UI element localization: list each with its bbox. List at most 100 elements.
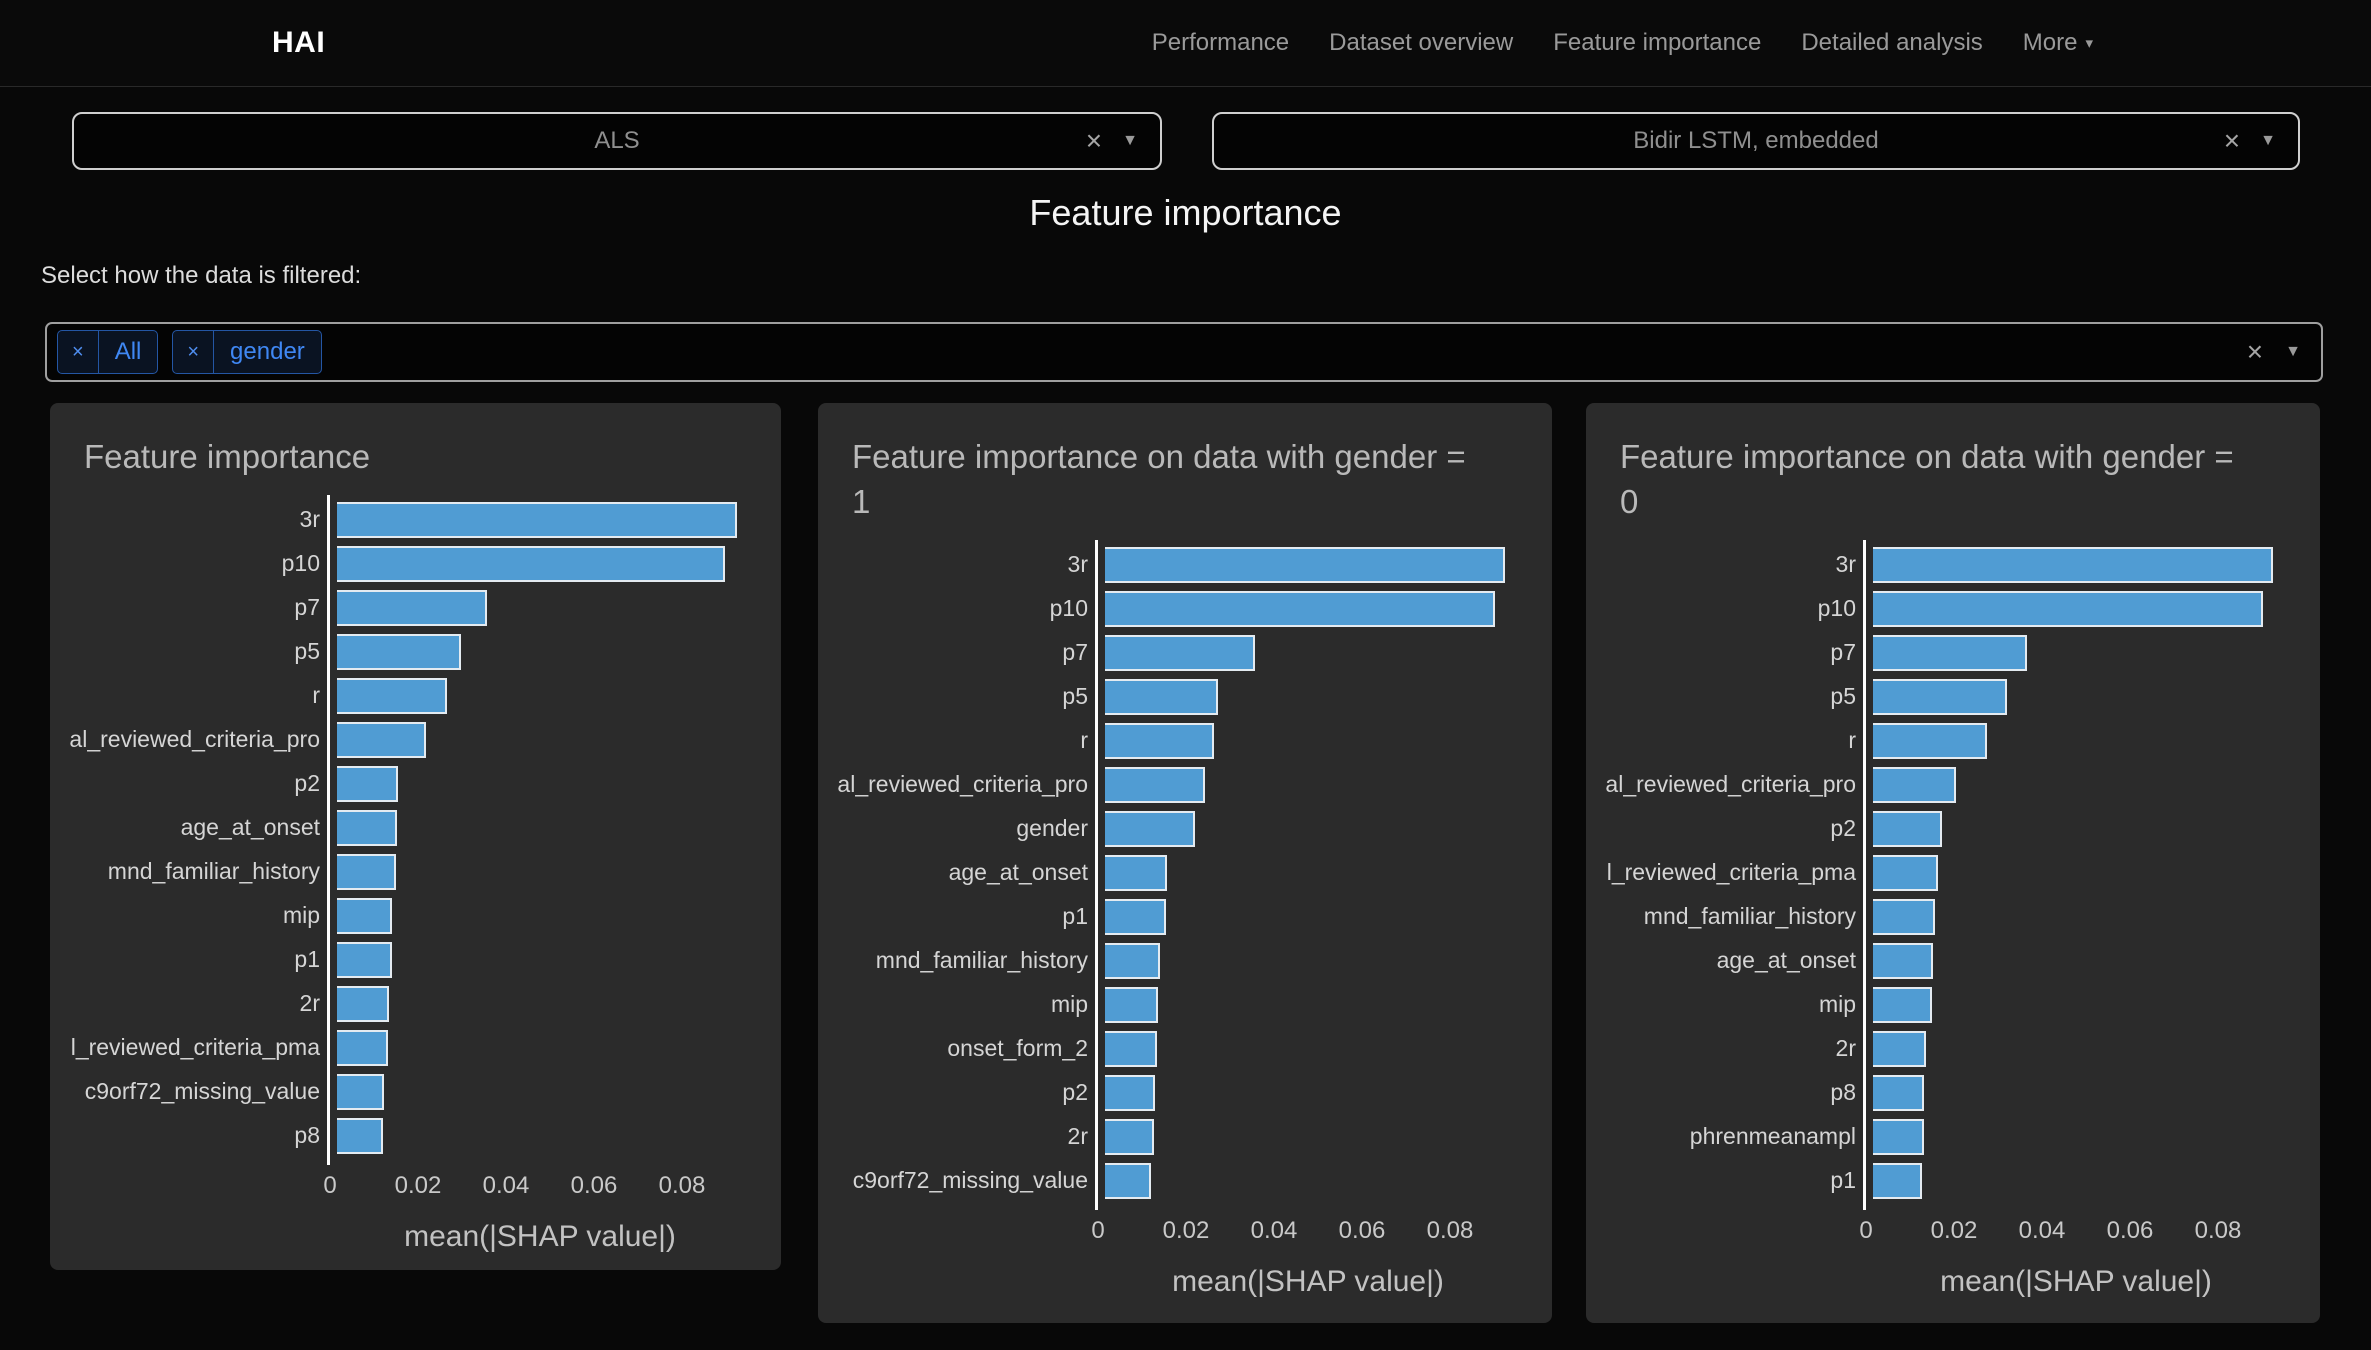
- bar: [1873, 986, 1932, 1023]
- x-tick-label: 0.08: [2194, 1216, 2242, 1244]
- bar: [1105, 678, 1218, 715]
- y-tick-label: ‭mip: [282, 902, 320, 929]
- bar-track: [1873, 546, 2320, 583]
- nav-dropdown-more[interactable]: More ▾: [2023, 29, 2093, 57]
- bar-rows: ‭3r ‭p10 ‭p7 ‭p5 ‭r ‭al_reviewed_criteria_pro…: [50, 498, 781, 1158]
- x-tick-label: 0.02: [394, 1171, 442, 1199]
- nav-link-detailed-analysis[interactable]: Detailed analysis: [1801, 29, 1983, 56]
- bar-row: ‭p1: [50, 938, 781, 982]
- bar-track: [1873, 898, 2320, 935]
- bar-row: ‭p2: [1586, 807, 2320, 851]
- x-axis: 0 0.02 0.04 0.06 0.08: [323, 1171, 750, 1210]
- y-tick-label: ‭p2: [1062, 1079, 1088, 1106]
- x-tick-label: 0.04: [2018, 1216, 2066, 1244]
- bar-track: [1873, 722, 2320, 759]
- bar: [1873, 854, 1938, 891]
- x-tick-label: 0.02: [1930, 1216, 1978, 1244]
- bar: [337, 941, 392, 978]
- bar: [1105, 854, 1167, 891]
- bar: [1873, 942, 1933, 979]
- bar-rows: ‭3r ‭p10 ‭p7 ‭p5 ‭r ‭al_reviewed_criteria_pro…: [1586, 543, 2320, 1203]
- y-tick-label: ‭p2: [1830, 815, 1856, 842]
- bar-row: ‭l_reviewed_criteria_pma: [50, 1026, 781, 1070]
- bar: [337, 1117, 383, 1154]
- y-tick-label: ‭p7: [294, 594, 320, 621]
- y-tick-label: ‭p1: [1062, 903, 1088, 930]
- model-select[interactable]: Bidir LSTM, embedded × ▼: [1212, 112, 2300, 170]
- clear-icon[interactable]: ×: [2246, 336, 2264, 367]
- filter-tag-label: All: [114, 338, 142, 365]
- y-tick-label: ‭l_reviewed_criteria_pma: [70, 1034, 320, 1061]
- bar-row: ‭r: [50, 674, 781, 718]
- bar: [337, 1029, 388, 1066]
- y-tick-label: ‭age_at_onset: [948, 859, 1088, 886]
- y-tick-label: ‭c9orf72_missing_value: [852, 1167, 1088, 1194]
- y-tick-label: ‭p5: [294, 638, 320, 665]
- chart-title: Feature importance: [84, 438, 371, 475]
- plot-area: ‭3r ‭p10 ‭p7 ‭p5 ‭r ‭al_reviewed_criteria_pro…: [818, 539, 1552, 1210]
- chevron-down-icon: ▾: [2085, 35, 2093, 52]
- bar-row: ‭p7: [50, 586, 781, 630]
- clear-icon[interactable]: ×: [1085, 125, 1103, 156]
- bar-track: [1873, 1030, 2320, 1067]
- y-tick-label: ‭r: [312, 682, 320, 709]
- x-axis-label: mean(|SHAP value|): [404, 1219, 676, 1253]
- chevron-down-icon[interactable]: ▼: [2285, 343, 2301, 360]
- bar-row: ‭p5: [50, 630, 781, 674]
- y-tick-label: ‭mnd_familiar_history: [875, 947, 1088, 974]
- bar: [337, 501, 737, 538]
- chart-title: Feature importance on data with gender =…: [1620, 438, 2234, 520]
- dataset-select[interactable]: ALS × ▼: [72, 112, 1162, 170]
- x-axis: 0 0.02 0.04 0.06 0.08: [1091, 1216, 1518, 1255]
- bar-track: [337, 985, 781, 1022]
- chevron-down-icon[interactable]: ▼: [2260, 132, 2276, 149]
- bar: [1105, 1074, 1155, 1111]
- bar-track: [1105, 942, 1552, 979]
- y-tick-label: ‭p1: [294, 946, 320, 973]
- y-tick-label: ‭p8: [294, 1122, 320, 1149]
- y-tick-label: ‭al_reviewed_criteria_pro: [1605, 771, 1856, 798]
- bar: [1873, 766, 1956, 803]
- bar: [1873, 1074, 1924, 1111]
- bar-track: [1873, 766, 2320, 803]
- bar: [1873, 898, 1935, 935]
- y-tick-label: ‭age_at_onset: [1716, 947, 1856, 974]
- bar-track: [337, 677, 781, 714]
- y-tick-label: ‭r: [1848, 727, 1856, 754]
- x-tick-label: 0.08: [1426, 1216, 1474, 1244]
- remove-tag-icon[interactable]: ×: [173, 331, 215, 373]
- bar-row: ‭p10: [50, 542, 781, 586]
- bar-track: [337, 589, 781, 626]
- navbar-brand[interactable]: HAI: [272, 26, 326, 59]
- bar: [337, 633, 461, 670]
- y-tick-label: ‭3r: [299, 506, 320, 533]
- x-tick-label: 0: [323, 1171, 337, 1199]
- bar: [337, 721, 426, 758]
- chevron-down-icon[interactable]: ▼: [1122, 132, 1138, 149]
- bar-row: ‭l_reviewed_criteria_pma: [1586, 851, 2320, 895]
- bar-row: ‭p1: [1586, 1159, 2320, 1203]
- y-axis-spine: [1863, 539, 1866, 1210]
- bar-row: ‭3r: [50, 498, 781, 542]
- y-tick-label: ‭p10: [1049, 595, 1088, 622]
- bar: [1105, 810, 1195, 847]
- bar-track: [337, 941, 781, 978]
- bar-row: ‭p5: [1586, 675, 2320, 719]
- bar-row: ‭p7: [818, 631, 1552, 675]
- bar-track: [1873, 942, 2320, 979]
- bar-row: ‭mnd_familiar_history: [50, 850, 781, 894]
- y-tick-label: ‭mip: [1050, 991, 1088, 1018]
- chart-card-gender-0: Feature importance on data with gender =…: [1586, 403, 2320, 1323]
- nav-link-dataset-overview[interactable]: Dataset overview: [1329, 29, 1514, 56]
- nav-link-performance[interactable]: Performance: [1151, 29, 1290, 56]
- filter-multiselect[interactable]: × All × gender × ▼: [45, 322, 2323, 382]
- bar-row: ‭al_reviewed_criteria_pro: [50, 718, 781, 762]
- bar: [337, 545, 725, 582]
- bar: [1105, 634, 1255, 671]
- remove-tag-icon[interactable]: ×: [58, 331, 99, 373]
- y-axis-spine: [1095, 539, 1098, 1210]
- clear-icon[interactable]: ×: [2223, 125, 2241, 156]
- nav-link-feature-importance[interactable]: Feature importance: [1553, 29, 1762, 56]
- bar-rows: ‭3r ‭p10 ‭p7 ‭p5 ‭r ‭al_reviewed_criteria_pro…: [818, 543, 1552, 1203]
